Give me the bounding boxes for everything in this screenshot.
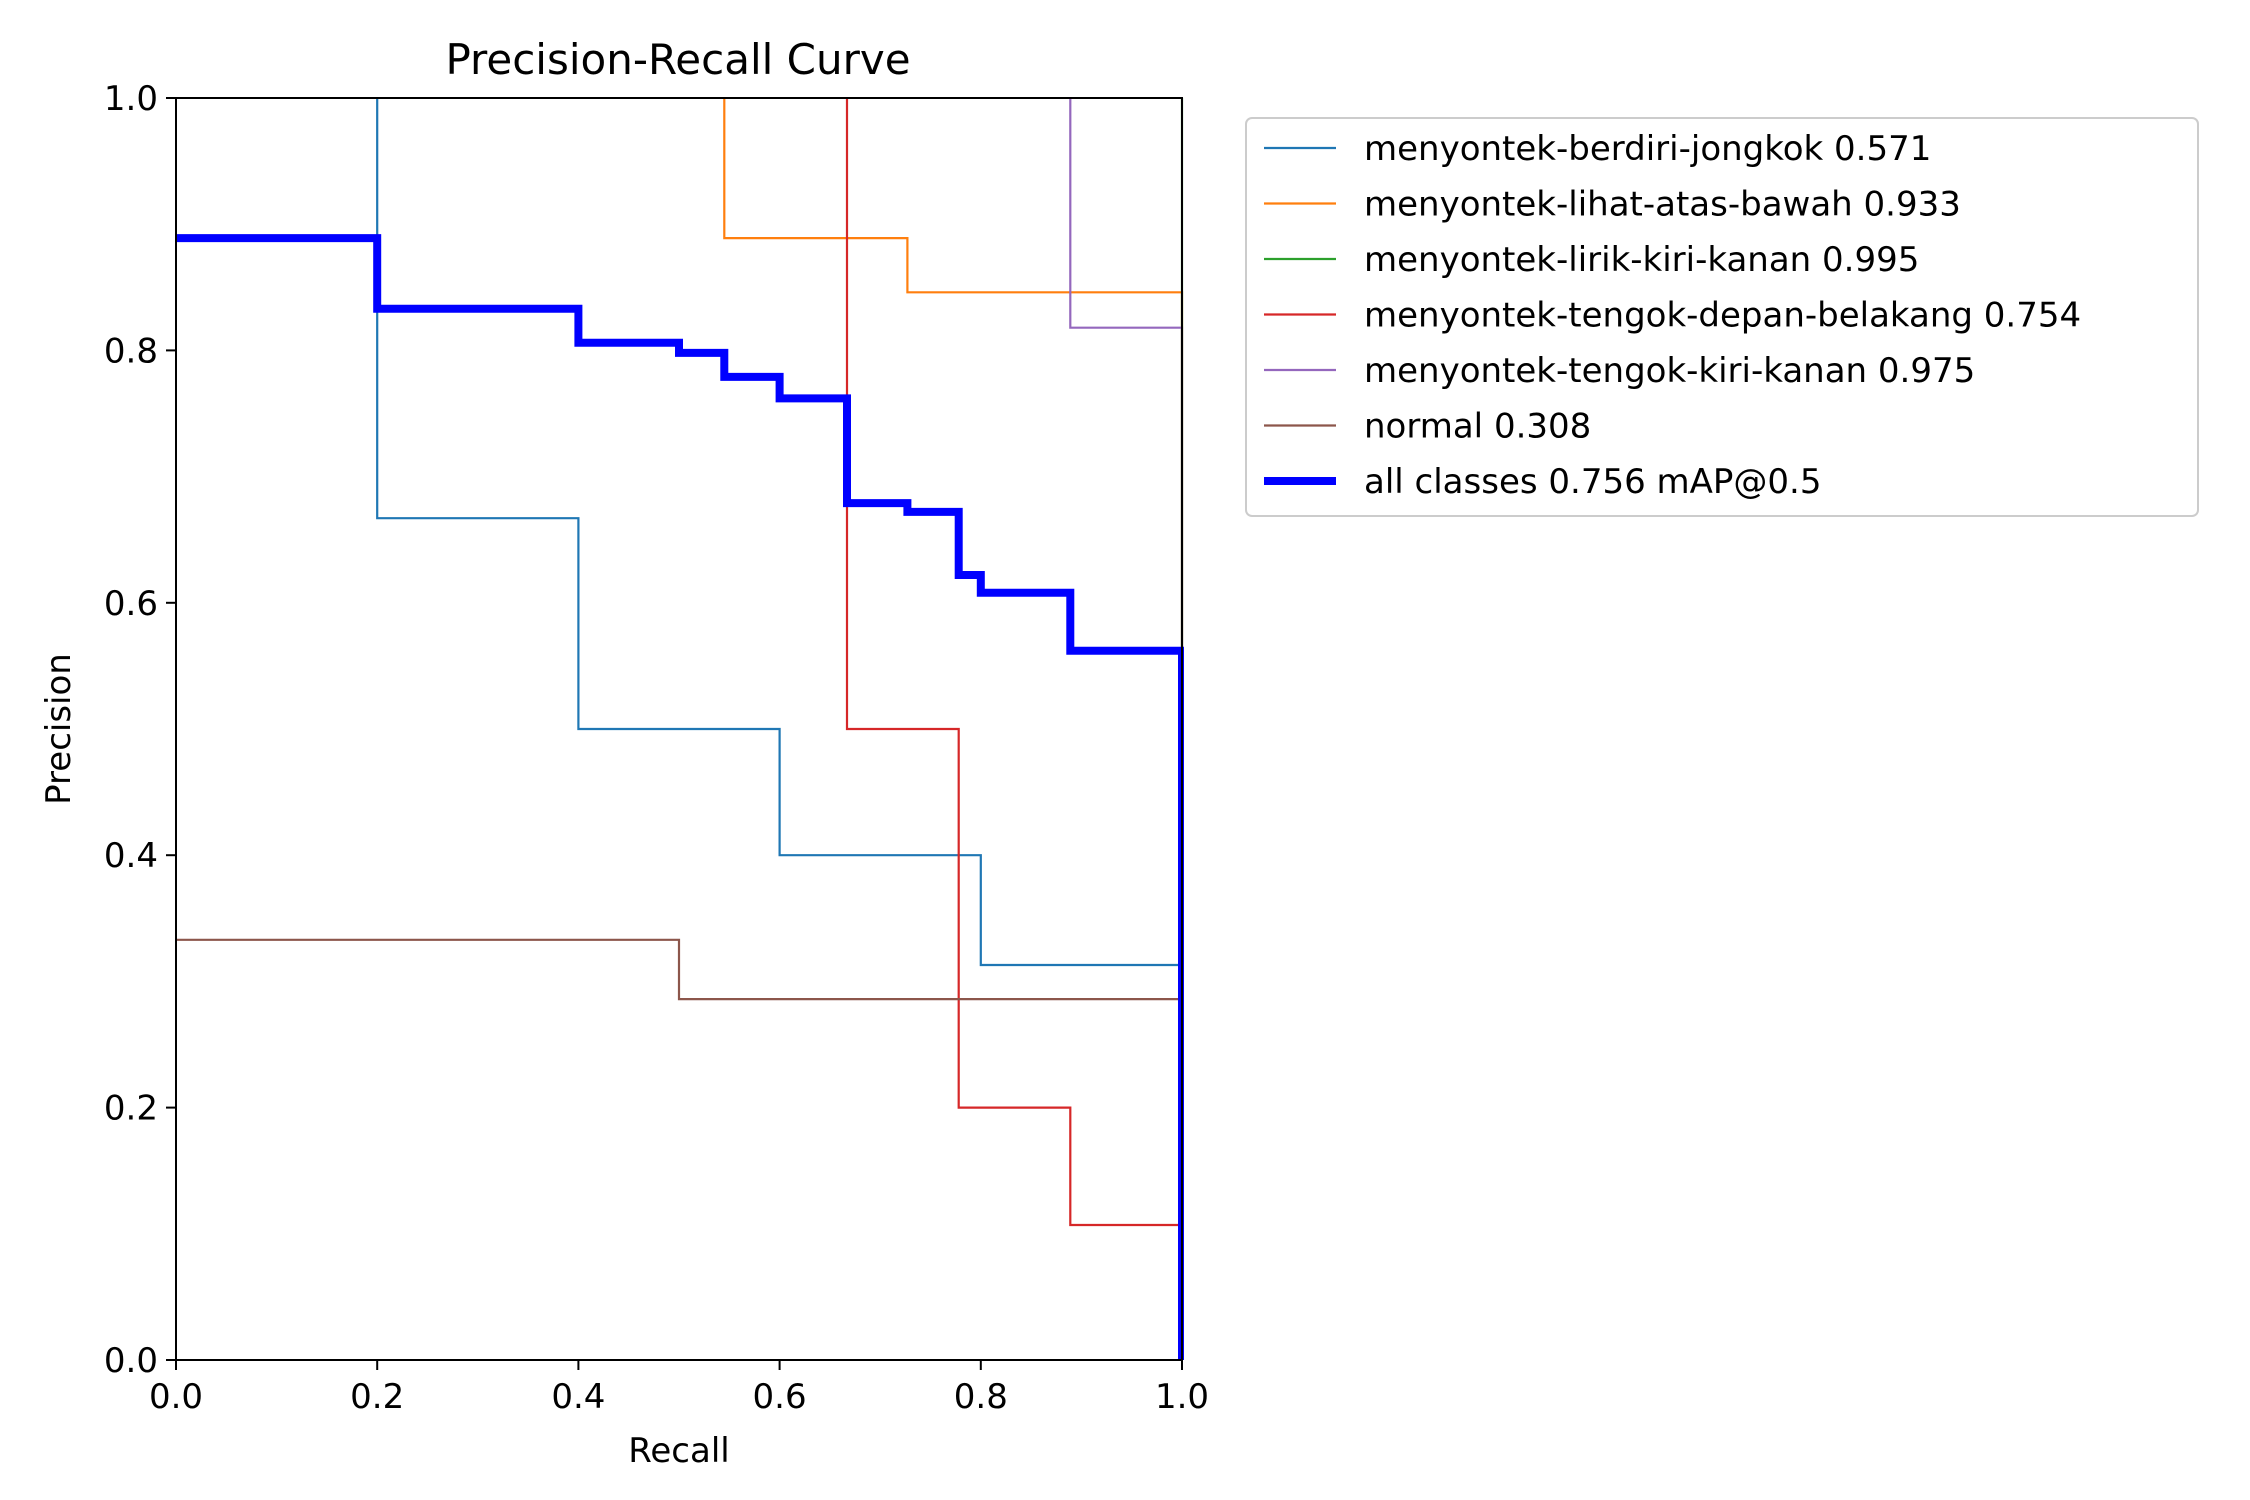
legend-label-all-classes-0-756-map-0-5: all classes 0.756 mAP@0.5 xyxy=(1364,462,1821,502)
chart-title: Precision-Recall Curve xyxy=(445,35,910,84)
y-tick-label: 0.2 xyxy=(104,1089,158,1129)
y-tick-label: 0.0 xyxy=(104,1341,158,1381)
y-tick-label: 0.8 xyxy=(104,331,158,371)
legend-label-menyontek-tengok-depan-belakang-0-754: menyontek-tengok-depan-belakang 0.754 xyxy=(1364,296,2081,336)
y-axis: 0.0 0.2 0.4 0.6 0.8 1.0 xyxy=(104,79,176,1381)
plot-frame xyxy=(175,97,1183,1361)
x-tick-label: 0.8 xyxy=(954,1377,1008,1417)
x-tick-label: 0.0 xyxy=(149,1377,203,1417)
y-tick-label: 0.6 xyxy=(104,584,158,624)
x-axis-label: Recall xyxy=(628,1431,729,1471)
series-line-all-classes-0-756-map-0-5 xyxy=(176,234,1184,1360)
x-tick-label: 1.0 xyxy=(1155,1377,1209,1417)
series-line-menyontek-berdiri-jongkok-0-571 xyxy=(376,98,1184,1360)
y-axis-label: Precision xyxy=(39,653,79,805)
series-line-menyontek-tengok-depan-belakang-0-754 xyxy=(845,98,1184,1360)
x-tick-label: 0.2 xyxy=(350,1377,404,1417)
legend-label-menyontek-lihat-atas-bawah-0-933: menyontek-lihat-atas-bawah 0.933 xyxy=(1364,185,1961,225)
legend-label-normal-0-308: normal 0.308 xyxy=(1364,407,1591,447)
y-tick-label: 0.4 xyxy=(104,836,158,876)
legend-label-menyontek-berdiri-jongkok-0-571: menyontek-berdiri-jongkok 0.571 xyxy=(1364,129,1931,169)
legend-frame xyxy=(1245,117,2199,517)
y-tick-label: 1.0 xyxy=(104,79,158,119)
x-axis: 0.0 0.2 0.4 0.6 0.8 1.0 xyxy=(149,1360,1209,1417)
legend-label-menyontek-tengok-kiri-kanan-0-975: menyontek-tengok-kiri-kanan 0.975 xyxy=(1364,351,1975,391)
legend: menyontek-berdiri-jongkok 0.571 menyontek… xyxy=(1245,117,2199,517)
legend-label-menyontek-lirik-kiri-kanan-0-995: menyontek-lirik-kiri-kanan 0.995 xyxy=(1364,240,1919,280)
x-tick-label: 0.4 xyxy=(551,1377,605,1417)
x-tick-label: 0.6 xyxy=(753,1377,807,1417)
